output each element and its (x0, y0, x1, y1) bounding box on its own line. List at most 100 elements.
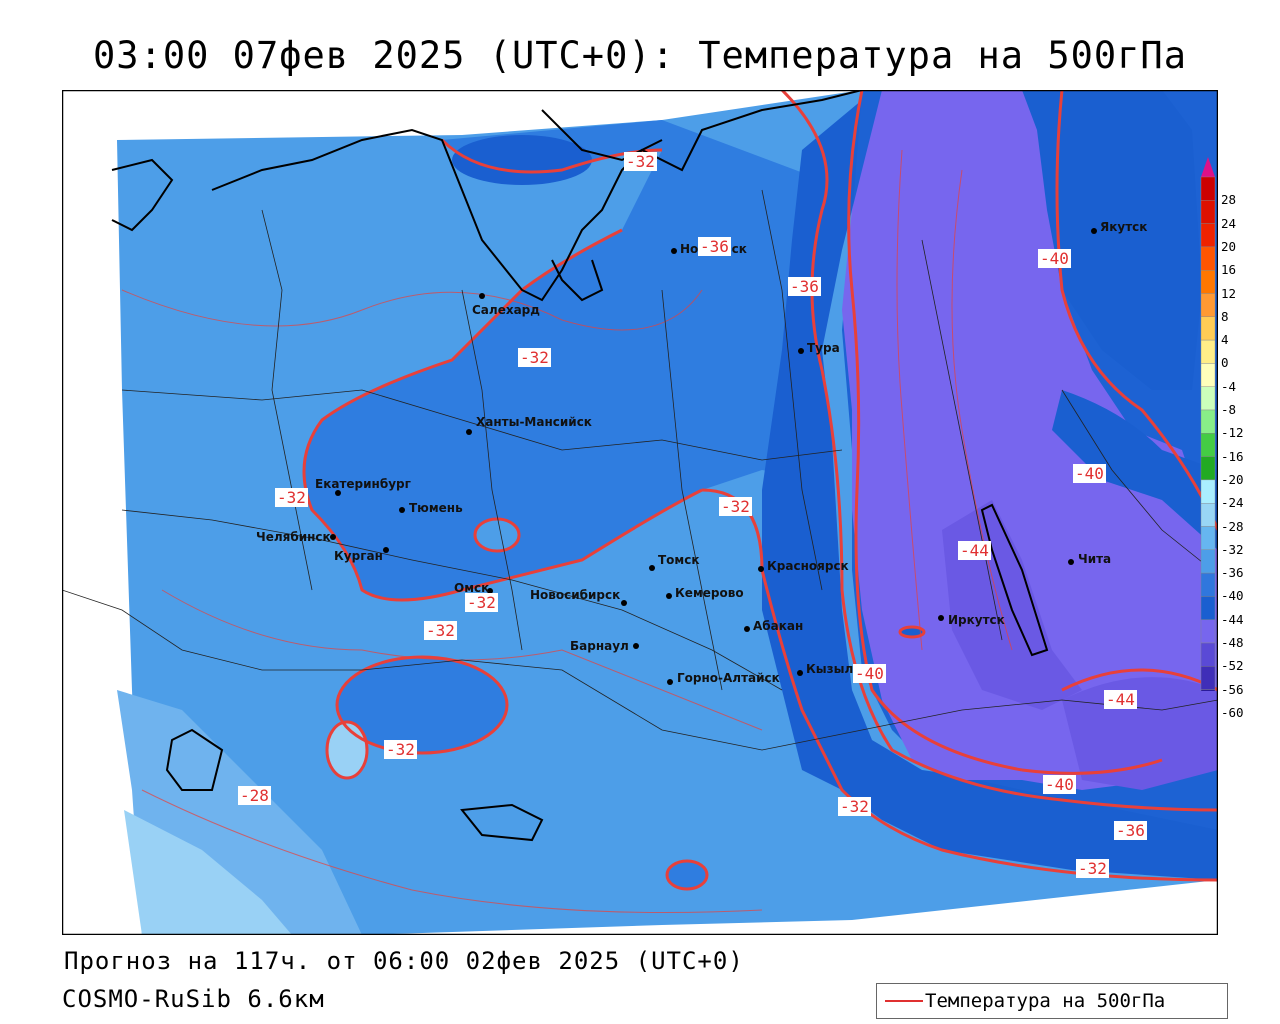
colorbar-tick-label: -36 (1221, 565, 1244, 581)
city-gorno-altaysk: Горно-Алтайск (677, 671, 780, 685)
city-abakan: Абакан (753, 619, 804, 633)
patch-south (667, 861, 707, 889)
coastlines (111, 90, 1049, 842)
city-chelyabinsk: Челябинск (256, 530, 331, 544)
colorbar-swatch (1200, 316, 1216, 341)
contour-label: -40 (1038, 249, 1071, 268)
colorbar-tick-label: -20 (1221, 471, 1244, 487)
colorbar-tick-label: 12 (1221, 285, 1237, 301)
contour-label: -32 (275, 488, 308, 507)
colorbar-tick-label: -12 (1221, 425, 1244, 441)
city-ekaterinburg: Екатеринбург (315, 477, 411, 491)
patch-south2 (900, 627, 924, 637)
contour-label: -40 (1073, 464, 1106, 483)
colorbar-swatch (1200, 223, 1216, 248)
colorbar-swatch (1200, 409, 1216, 434)
colorbar-tick-label: 20 (1221, 238, 1237, 254)
patch-omsk (475, 519, 519, 551)
colorbar-swatch (1200, 433, 1216, 457)
colorbar-tick-label: -16 (1221, 448, 1244, 464)
colorbar-tick-label: -44 (1221, 611, 1244, 627)
city-salekhard: Салехард (472, 303, 540, 317)
city-khanty-mansiysk: Ханты-Мансийск (476, 415, 592, 429)
contour-label: -44 (1104, 690, 1137, 709)
city-irkutsk: Иркутск (948, 613, 1005, 627)
city-tura: Тура (807, 341, 840, 355)
isotherms (302, 90, 1218, 891)
contour-label: -32 (838, 797, 871, 816)
city-barnaul: Барнаул (570, 639, 629, 653)
colorbar-swatch (1200, 689, 1216, 691)
colorbar-tick-label: -48 (1221, 635, 1244, 650)
city-kurgan: Курган (334, 549, 383, 563)
contour-label: -32 (465, 593, 498, 612)
colorbar-swatch (1200, 596, 1216, 620)
city-kemerovo: Кемерово (675, 586, 744, 600)
region-borders (62, 189, 1218, 751)
city-chita: Чита (1078, 552, 1112, 566)
colorbar-tick-label: 8 (1221, 308, 1229, 324)
legend-label: Температура на 500гПа (925, 990, 1166, 1012)
contour-label: -36 (1114, 821, 1147, 840)
contour-label: -32 (518, 348, 551, 367)
colorbar-tick-label: 16 (1221, 262, 1237, 278)
patch-kaz (337, 657, 507, 753)
colorbar-tick-label: -4 (1221, 378, 1237, 394)
contour-label: -36 (788, 277, 821, 296)
contour-label: -44 (958, 541, 991, 560)
colorbar-tick-label: 24 (1221, 215, 1237, 231)
colorbar-tick-label: -8 (1221, 402, 1237, 417)
colorbar-tick-label: 0 (1221, 355, 1229, 371)
model-name: COSMO-RuSib 6.6км (62, 985, 325, 1013)
contour-label: -32 (384, 740, 417, 759)
colorbar-swatch (1200, 526, 1216, 550)
city-tomsk: Томск (658, 553, 700, 567)
colorbar-swatch (1200, 386, 1216, 411)
contour-label: -40 (853, 664, 886, 683)
city-omsk: Омск (454, 581, 490, 595)
colorbar-tick-label: -56 (1221, 681, 1244, 697)
field-purple-se (1062, 677, 1218, 790)
colorbar-swatch (1200, 293, 1216, 317)
city-yakutsk: Якутск (1100, 220, 1148, 234)
colorbar-swatch (1200, 339, 1216, 364)
field-yakutsk (1022, 90, 1202, 390)
colorbar-swatch (1200, 619, 1216, 644)
colorbar-tick-label: 4 (1221, 332, 1229, 348)
contour-label: -32 (719, 497, 752, 516)
colorbar-swatch (1200, 246, 1216, 271)
colorbar-swatch (1200, 176, 1216, 201)
contour-label: -36 (698, 237, 731, 256)
contour-label: -32 (424, 621, 457, 640)
city-krasnoyarsk: Красноярск (767, 559, 849, 573)
temperature-map (62, 90, 1218, 935)
map-title: 03:00 07фев 2025 (UTC+0): Температура на… (93, 34, 1187, 77)
patch-arctic (452, 135, 592, 185)
colorbar-arrow-top (1201, 157, 1215, 177)
colorbar-swatch (1200, 479, 1216, 504)
contour-label: -40 (1043, 775, 1076, 794)
colorbar-tick-label: -32 (1221, 541, 1244, 557)
colorbar-tick-label: -28 (1221, 518, 1244, 534)
colorbar-tick-label: -52 (1221, 658, 1244, 674)
colorbar-swatch (1200, 642, 1216, 667)
contour-label: -32 (1076, 859, 1109, 878)
colorbar-swatch (1200, 572, 1216, 597)
field-purple (842, 90, 1218, 790)
colorbar-swatch (1200, 503, 1216, 527)
colorbar-swatch (1200, 456, 1216, 481)
colorbar-swatch (1200, 269, 1216, 294)
colorbar-swatch (1200, 363, 1216, 387)
colorbar-tick-label: -40 (1221, 588, 1244, 604)
legend-line-swatch (885, 1000, 923, 1002)
forecast-info: Прогноз на 117ч. от 06:00 02фев 2025 (UT… (64, 947, 744, 975)
city-novosibirsk: Новосибирск (530, 588, 621, 602)
contour-label: -28 (238, 786, 271, 805)
field-yakutsk-2 (1052, 390, 1218, 550)
colorbar-tick-label: -60 (1221, 704, 1244, 720)
colorbar (1200, 157, 1216, 691)
city-tyumen: Тюмень (409, 501, 463, 515)
colorbar-tick-label: -24 (1221, 495, 1244, 511)
colorbar-tick-label: 28 (1221, 192, 1237, 208)
